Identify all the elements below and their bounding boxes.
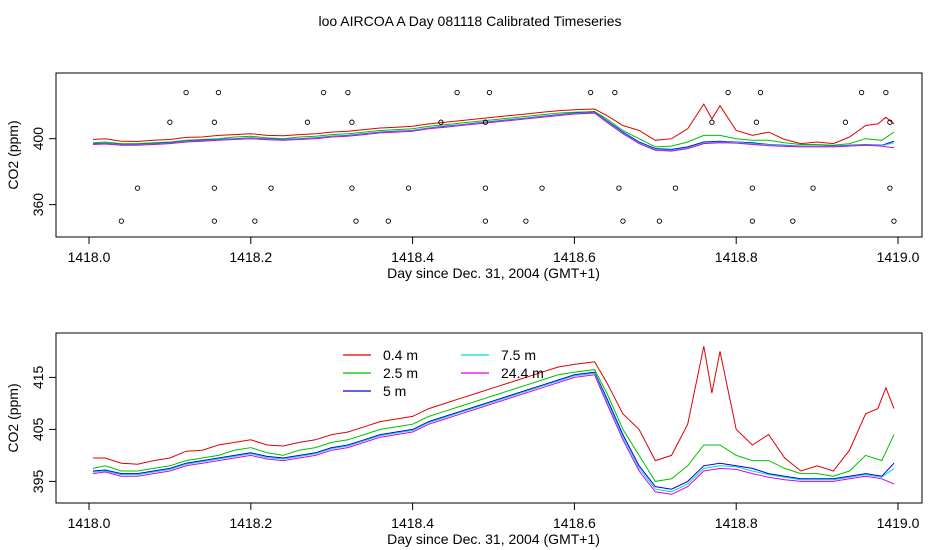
x-tick-label: 1418.0 bbox=[68, 249, 111, 265]
data-marker bbox=[486, 89, 493, 96]
series-line-7-5-m bbox=[92, 372, 895, 493]
x-tick-label: 1418.4 bbox=[391, 515, 434, 531]
data-marker bbox=[620, 218, 626, 224]
data-marker bbox=[482, 218, 489, 224]
legend-entry-label: 24.4 m bbox=[501, 365, 544, 381]
plot-frame bbox=[55, 72, 923, 238]
y-tick-label: 395 bbox=[30, 470, 46, 494]
data-marker bbox=[211, 218, 218, 224]
x-tick-label: 1418.8 bbox=[715, 515, 758, 531]
chart-panel-top: 1418.0 1418.2 1418.4 1418.6 1418.8 1419.0 360 4… bbox=[5, 72, 923, 281]
series-line-2 bbox=[92, 111, 895, 150]
data-marker bbox=[118, 218, 125, 224]
data-marker bbox=[134, 185, 141, 191]
data-marker bbox=[211, 119, 218, 125]
x-tick-label: 1418.2 bbox=[229, 515, 272, 531]
data-marker bbox=[725, 89, 731, 96]
data-marker bbox=[656, 218, 662, 224]
x-tick-label: 1418.8 bbox=[715, 249, 758, 265]
data-marker bbox=[612, 89, 618, 96]
series-line-4 bbox=[92, 112, 895, 152]
x-tick-label: 1418.0 bbox=[68, 515, 111, 531]
data-marker bbox=[842, 119, 849, 125]
legend-entry-label: 5 m bbox=[383, 383, 406, 399]
data-marker bbox=[790, 218, 796, 224]
x-axis-label: Day since Dec. 31, 2004 (GMT+1) bbox=[387, 531, 600, 547]
data-marker bbox=[616, 185, 622, 191]
data-marker bbox=[353, 218, 359, 224]
series-line-1 bbox=[92, 110, 895, 148]
data-marker bbox=[268, 185, 274, 191]
y-axis-label: CO2 (ppm) bbox=[5, 383, 21, 452]
data-marker bbox=[757, 89, 764, 96]
data-marker bbox=[349, 119, 355, 125]
plot-frame bbox=[55, 332, 923, 504]
data-marker bbox=[810, 185, 816, 191]
x-tick-label: 1419.0 bbox=[877, 249, 920, 265]
x-tick-label: 1419.0 bbox=[877, 515, 920, 531]
x-axis-label: Day since Dec. 31, 2004 (GMT+1) bbox=[387, 265, 600, 281]
y-tick-label: 360 bbox=[30, 193, 46, 217]
legend: 0.4 m 2.5 m 5 m 7.5 m 24.4 m bbox=[343, 347, 544, 399]
data-marker bbox=[891, 218, 897, 224]
y-tick-label: 415 bbox=[30, 366, 46, 390]
data-marker bbox=[709, 119, 715, 125]
data-marker bbox=[320, 89, 327, 96]
series-line-0-4-m bbox=[93, 346, 895, 472]
data-marker bbox=[438, 119, 444, 125]
data-marker bbox=[304, 119, 311, 125]
y-axis-label: CO2 (ppm) bbox=[5, 120, 21, 189]
data-marker bbox=[385, 218, 391, 224]
series-line-24-4-m bbox=[92, 374, 895, 495]
y-tick-label: 405 bbox=[30, 418, 46, 442]
data-marker bbox=[345, 89, 351, 96]
legend-entry-label: 0.4 m bbox=[383, 347, 418, 363]
data-marker bbox=[211, 185, 218, 191]
x-tick-label: 1418.2 bbox=[229, 249, 272, 265]
data-marker bbox=[672, 185, 679, 191]
data-marker bbox=[887, 119, 893, 125]
series-line-2-5-m bbox=[92, 369, 895, 482]
data-marker bbox=[482, 119, 489, 125]
y-tick-label: 400 bbox=[30, 127, 46, 151]
data-marker bbox=[858, 89, 865, 96]
figure-title: loo AIRCOA A Day 081118 Calibrated Times… bbox=[319, 13, 622, 29]
chart-panel-bottom: 1418.0 1418.2 1418.4 1418.6 1418.8 1419.0 395 4… bbox=[5, 332, 923, 547]
data-marker bbox=[523, 218, 529, 224]
data-marker bbox=[167, 119, 173, 125]
series-line-5-m bbox=[92, 371, 895, 490]
x-tick-label: 1418.6 bbox=[553, 515, 596, 531]
legend-entry-label: 2.5 m bbox=[383, 365, 418, 381]
data-marker bbox=[883, 89, 889, 96]
data-marker bbox=[482, 185, 489, 191]
data-marker bbox=[887, 185, 893, 191]
data-marker bbox=[215, 89, 222, 96]
data-marker bbox=[183, 89, 189, 96]
data-marker bbox=[753, 119, 760, 125]
data-marker bbox=[405, 185, 412, 191]
data-marker bbox=[349, 185, 355, 191]
x-tick-label: 1418.4 bbox=[391, 249, 434, 265]
data-marker bbox=[454, 89, 460, 96]
data-marker bbox=[749, 185, 756, 191]
data-marker bbox=[749, 218, 756, 224]
data-marker bbox=[587, 89, 594, 96]
legend-entry-label: 7.5 m bbox=[501, 347, 536, 363]
data-marker bbox=[539, 185, 545, 191]
data-marker bbox=[252, 218, 258, 224]
series-line-0 bbox=[92, 103, 895, 145]
x-tick-label: 1418.6 bbox=[553, 249, 596, 265]
